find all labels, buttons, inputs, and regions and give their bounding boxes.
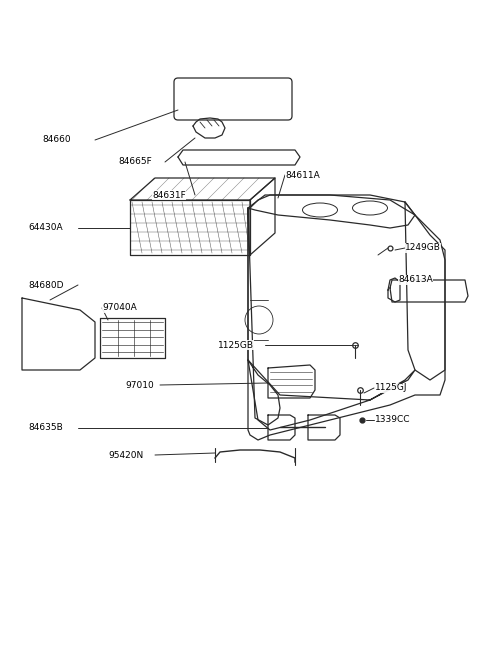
Text: 97040A: 97040A [102,304,137,312]
Text: 1339CC: 1339CC [375,415,410,424]
Text: 84665F: 84665F [118,157,152,167]
FancyBboxPatch shape [174,78,292,120]
Text: 95420N: 95420N [108,451,143,459]
Text: 64430A: 64430A [28,224,62,232]
Text: 84631F: 84631F [152,190,186,199]
Text: 1125GJ: 1125GJ [375,384,408,392]
Text: 84613A: 84613A [398,276,433,285]
Text: 1125GB: 1125GB [218,340,254,350]
Text: 84611A: 84611A [285,171,320,180]
Text: 97010: 97010 [125,380,154,390]
Text: 84660: 84660 [42,136,71,144]
Text: 84680D: 84680D [28,281,63,289]
Text: 84635B: 84635B [28,424,63,432]
Text: 1249GB: 1249GB [405,243,441,253]
